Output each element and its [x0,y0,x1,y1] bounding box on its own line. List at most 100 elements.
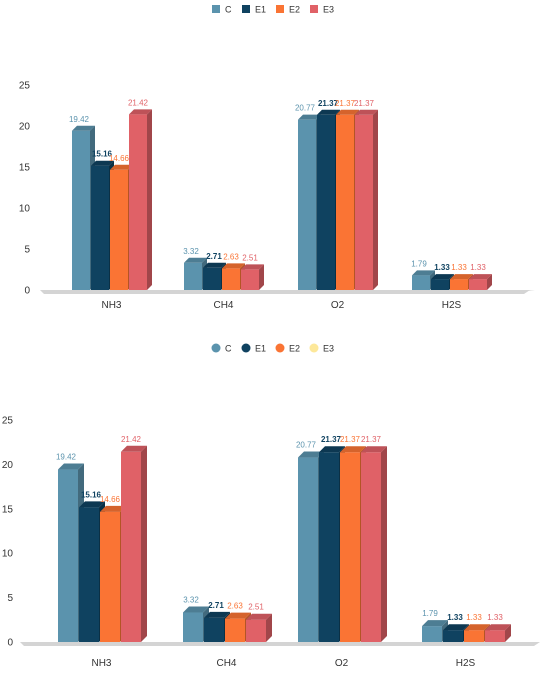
bar-top-E1-NH3 [79,501,105,508]
bar-E2-H2S [450,279,468,290]
bar-E2-CH4 [225,618,245,642]
bar-top-E3-H2S [469,274,492,280]
bar-C-CH4 [183,612,203,642]
data-label-E1-NH3: 15.16 [81,490,102,499]
data-label-E3-CH4: 2.51 [248,603,264,612]
bar-side-E3-O2 [381,446,387,642]
bar-C-CH4 [184,262,202,290]
data-label-E1-NH3: 15.16 [92,150,113,159]
bar-top-E1-CH4 [203,262,226,268]
bar-E1-O2 [317,114,335,291]
data-label-E1-H2S: 1.33 [447,613,463,622]
bar-E1-H2S [443,630,463,642]
data-label-E3-H2S: 1.33 [487,613,503,622]
y-tick-label: 20 [19,122,31,133]
bar-top-E2-NH3 [110,164,133,170]
data-label-C-H2S: 1.79 [422,609,438,618]
bar-top-C-O2 [298,451,324,458]
data-label-E3-NH3: 21.42 [121,435,142,444]
y-tick-label: 15 [19,163,31,174]
bar-C-O2 [298,119,316,290]
bar-top-E3-O2 [361,446,387,453]
legend-swatch-E2 [276,5,284,13]
floor-edge [40,290,530,294]
bar-top-E3-H2S [485,624,511,631]
bar-C-O2 [298,457,318,642]
legend-label-C: C [225,344,232,354]
y-tick-label: 10 [19,204,31,215]
y-tick-label: 15 [2,504,14,515]
bar-E3-H2S [469,279,487,290]
bar-top-E2-NH3 [100,505,126,512]
data-label-C-CH4: 3.32 [183,247,199,256]
category-label: H2S [456,658,476,669]
legend-swatch-E3 [310,5,318,13]
data-label-E2-O2: 21.37 [340,435,361,444]
bar-top-E3-CH4 [246,613,272,620]
category-label: NH3 [101,300,121,311]
category-label: O2 [331,300,345,311]
bar-E3-NH3 [121,451,141,642]
data-label-E3-O2: 21.37 [354,99,375,108]
bar-E3-O2 [361,452,381,642]
data-label-E1-CH4: 2.71 [208,601,224,610]
data-label-C-O2: 20.77 [295,104,316,113]
data-label-E2-NH3: 14.66 [100,495,121,504]
legend-label-C: C [225,5,232,15]
data-label-C-O2: 20.77 [296,441,317,450]
bar-E2-NH3 [110,169,128,290]
bar-E1-H2S [431,279,449,290]
bar-top-C-CH4 [184,257,207,263]
bar-E3-NH3 [129,114,147,290]
legend-label-E2: E2 [289,5,300,15]
data-label-E2-CH4: 2.63 [223,252,239,261]
bar-top-E1-H2S [443,624,469,631]
bar-E3-CH4 [241,269,259,290]
data-label-E2-H2S: 1.33 [466,613,482,622]
data-label-E2-NH3: 14.66 [109,154,130,163]
bar-E1-CH4 [204,617,224,642]
bar-top-E3-O2 [355,109,378,115]
bar-E3-O2 [355,114,373,291]
bar-top-C-O2 [298,114,321,120]
data-label-C-H2S: 1.79 [411,259,427,268]
category-label: NH3 [91,658,111,669]
data-label-E2-CH4: 2.63 [227,602,243,611]
legend-swatch-E1 [242,5,250,13]
bar-E2-O2 [336,114,354,291]
bar-side-E3-CH4 [266,613,272,642]
y-tick-label: 0 [24,286,30,297]
bar-top-E3-CH4 [241,264,264,270]
legend-label-E1: E1 [255,344,266,354]
data-label-E1-O2: 21.37 [318,99,339,108]
legend-swatch-E1 [241,343,251,353]
y-tick-label: 20 [2,460,14,471]
bar-top-E3-NH3 [121,445,147,452]
legend-swatch-C [211,343,221,353]
y-tick-label: 25 [19,81,31,92]
bar-side-E3-H2S [505,624,511,642]
bar-top-E1-O2 [317,109,340,115]
y-tick-label: 5 [24,245,30,256]
data-label-E1-CH4: 2.71 [206,252,222,261]
bar-top-C-H2S [412,270,435,276]
bar-C-H2S [422,626,442,642]
bar-top-E1-CH4 [204,611,230,618]
data-label-E2-O2: 21.37 [335,99,356,108]
bar-E3-H2S [485,630,505,642]
category-label: H2S [442,300,462,311]
bar-E2-NH3 [100,511,120,642]
bar-E1-O2 [319,452,339,642]
bar-top-E3-NH3 [129,109,152,115]
bar-top-E2-CH4 [225,612,251,619]
bar-top-C-CH4 [183,606,209,613]
legend-swatch-C [212,5,220,13]
bar-side-E3-O2 [373,109,378,291]
bar-side-E3-CH4 [259,264,264,290]
floor-edge [20,642,540,646]
bar-E2-H2S [464,630,484,642]
legend-label-E3: E3 [323,5,334,15]
